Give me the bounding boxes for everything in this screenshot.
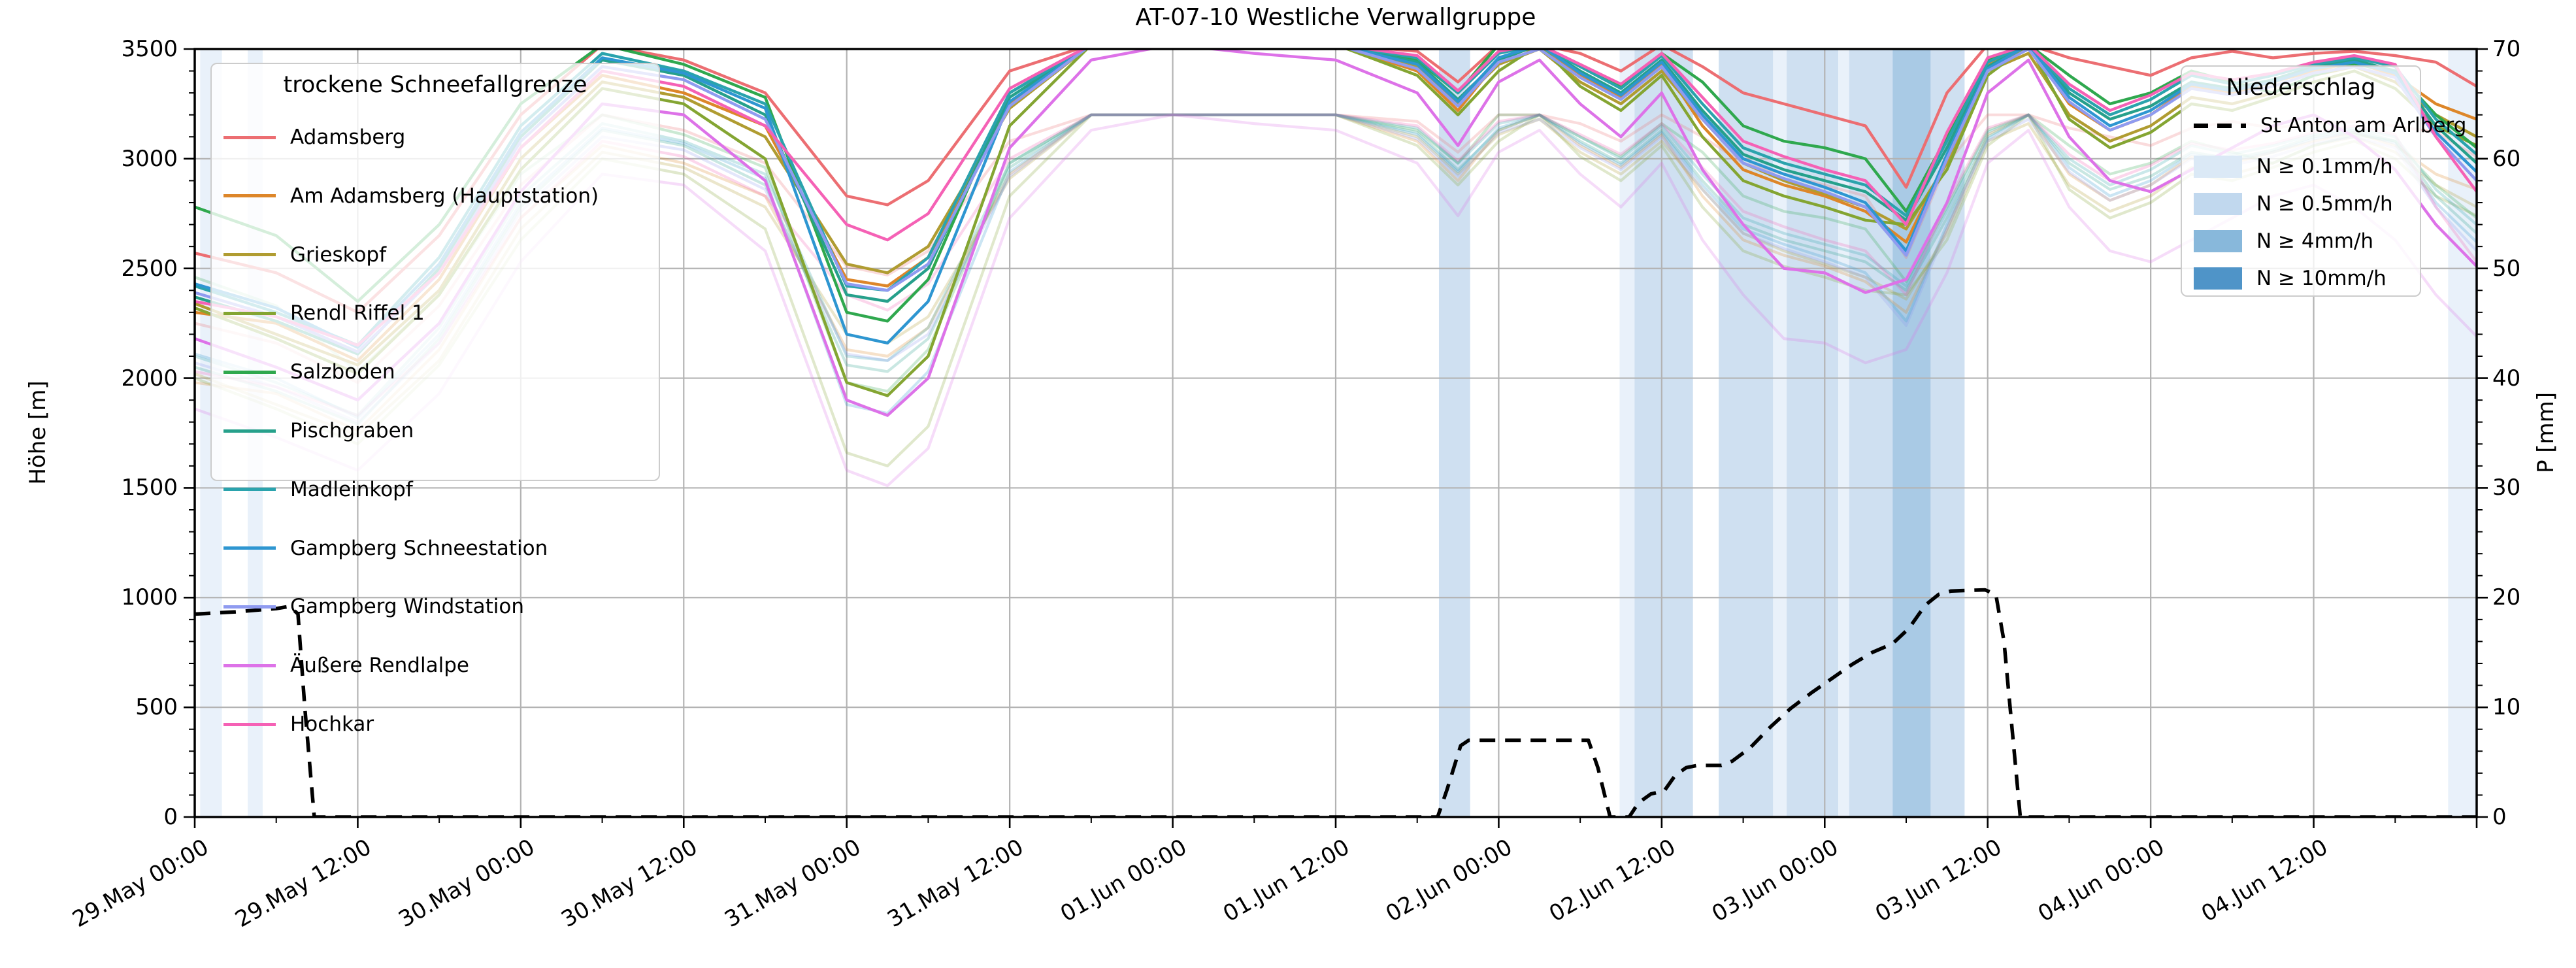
y-tick-left: 0 bbox=[163, 804, 178, 830]
legend-item-st-anton: St Anton am Arlberg bbox=[2182, 112, 2466, 139]
legend-precip-title: Niederschlag bbox=[2226, 75, 2376, 101]
legend-item-Am Adamsberg (Hauptstation): Am Adamsberg (Hauptstation) bbox=[212, 183, 659, 209]
legend-band-swatch bbox=[2194, 193, 2242, 215]
legend-item-Grieskopf: Grieskopf bbox=[212, 242, 659, 268]
precip-band bbox=[1892, 49, 1931, 817]
legend-item-Madleinkopf: Madleinkopf bbox=[212, 476, 659, 503]
y-tick-left: 3500 bbox=[121, 36, 178, 62]
legend-item-Hochkar: Hochkar bbox=[212, 711, 659, 737]
axis-ticks bbox=[184, 48, 2488, 828]
y-tick-right: 50 bbox=[2492, 255, 2521, 282]
precip-band bbox=[1838, 49, 1849, 817]
legend-band-swatch bbox=[2194, 267, 2242, 290]
precip-band bbox=[1438, 49, 1470, 817]
precip-band bbox=[1619, 49, 1635, 817]
precip-cumulative-line bbox=[195, 588, 2477, 817]
y-tick-right: 30 bbox=[2492, 475, 2521, 501]
legend-item-label: St Anton am Arlberg bbox=[2260, 114, 2467, 137]
legend-item-Pischgraben: Pischgraben bbox=[212, 418, 659, 444]
y-tick-right: 40 bbox=[2492, 365, 2521, 392]
precip-band bbox=[1634, 49, 1693, 817]
legend-line-swatch bbox=[223, 546, 276, 550]
legend-item-label: Am Adamsberg (Hauptstation) bbox=[290, 184, 599, 208]
legend-line-swatch bbox=[223, 311, 276, 315]
legend-item-band-3: N ≥ 10mm/h bbox=[2182, 265, 2420, 292]
y-tick-right: 0 bbox=[2492, 804, 2507, 830]
legend-item-band-2: N ≥ 4mm/h bbox=[2182, 228, 2420, 254]
precip-line-st-anton bbox=[195, 588, 2477, 817]
legend-item-label: Hochkar bbox=[290, 712, 374, 736]
y-tick-left: 500 bbox=[135, 694, 178, 721]
legend-line-swatch bbox=[223, 135, 276, 139]
legend-item-label: Madleinkopf bbox=[290, 477, 413, 501]
legend-item-label: N ≥ 0.1mm/h bbox=[2256, 155, 2393, 178]
legend-line-swatch bbox=[223, 605, 276, 609]
legend-dashed-swatch bbox=[2194, 123, 2246, 128]
legend-line-swatch bbox=[223, 722, 276, 726]
y-tick-left: 1000 bbox=[121, 584, 178, 611]
y-tick-left: 2500 bbox=[121, 255, 178, 282]
y-tick-right: 20 bbox=[2492, 584, 2521, 611]
y-tick-left: 3000 bbox=[121, 145, 178, 172]
legend-item-band-0: N ≥ 0.1mm/h bbox=[2182, 154, 2420, 180]
legend-line-swatch bbox=[223, 370, 276, 374]
legend-item-Adamsberg: Adamsberg bbox=[212, 124, 659, 150]
legend-item-band-1: N ≥ 0.5mm/h bbox=[2182, 191, 2420, 217]
y-tick-right: 10 bbox=[2492, 694, 2521, 721]
legend-snowline: trockene Schneefallgrenze Adamsberg Am Ad… bbox=[210, 63, 660, 736]
y-tick-left: 1500 bbox=[121, 475, 178, 501]
precip-bands bbox=[200, 49, 2477, 817]
legend-item-label: Grieskopf bbox=[290, 242, 387, 267]
precip-band bbox=[1787, 49, 1839, 817]
legend-line-swatch bbox=[223, 253, 276, 257]
legend-item-label: N ≥ 10mm/h bbox=[2256, 267, 2386, 290]
chart-title: AT-07-10 Westliche Verwallgruppe bbox=[1135, 4, 1536, 31]
legend-item-Salzboden: Salzboden bbox=[212, 359, 659, 385]
legend-item-label: Pischgraben bbox=[290, 419, 414, 442]
legend-line-swatch bbox=[223, 488, 276, 492]
legend-item-label: Gampberg Windstation bbox=[290, 595, 524, 619]
legend-item-label: Rendl Riffel 1 bbox=[290, 301, 425, 325]
legend-line-swatch bbox=[223, 194, 276, 198]
legend-line-swatch bbox=[223, 429, 276, 433]
legend-band-swatch bbox=[2194, 230, 2242, 252]
precip-band bbox=[1773, 49, 1787, 817]
legend-item-label: N ≥ 0.5mm/h bbox=[2256, 192, 2393, 216]
y-axis-label-left: Höhe [m] bbox=[25, 380, 51, 485]
legend-precip: Niederschlag St Anton am Arlberg N ≥ 0.1m… bbox=[2181, 65, 2466, 297]
legend-snowline-title: trockene Schneefallgrenze bbox=[283, 72, 587, 98]
legend-line-swatch bbox=[223, 663, 276, 667]
legend-item-Gampberg Windstation: Gampberg Windstation bbox=[212, 593, 659, 620]
legend-item-Gampberg Schneestation: Gampberg Schneestation bbox=[212, 535, 659, 561]
legend-item-label: Salzboden bbox=[290, 360, 395, 384]
gridlines bbox=[195, 49, 2477, 817]
legend-item-label: Äußere Rendlalpe bbox=[290, 654, 469, 678]
snowline-Adamsberg bbox=[195, 49, 2477, 314]
y-tick-left: 2000 bbox=[121, 365, 178, 392]
legend-item-label: Adamsberg bbox=[290, 125, 406, 149]
legend-item-label: Gampberg Schneestation bbox=[290, 536, 548, 560]
y-tick-right: 70 bbox=[2492, 36, 2521, 62]
legend-item-Äußere Rendlalpe: Äußere Rendlalpe bbox=[212, 652, 659, 678]
y-axis-label-right: P [mm] bbox=[2533, 392, 2559, 474]
legend-item-Rendl Riffel 1: Rendl Riffel 1 bbox=[212, 300, 659, 326]
legend-item-label: N ≥ 4mm/h bbox=[2256, 229, 2374, 253]
legend-band-swatch bbox=[2194, 156, 2242, 178]
y-tick-right: 60 bbox=[2492, 145, 2521, 172]
